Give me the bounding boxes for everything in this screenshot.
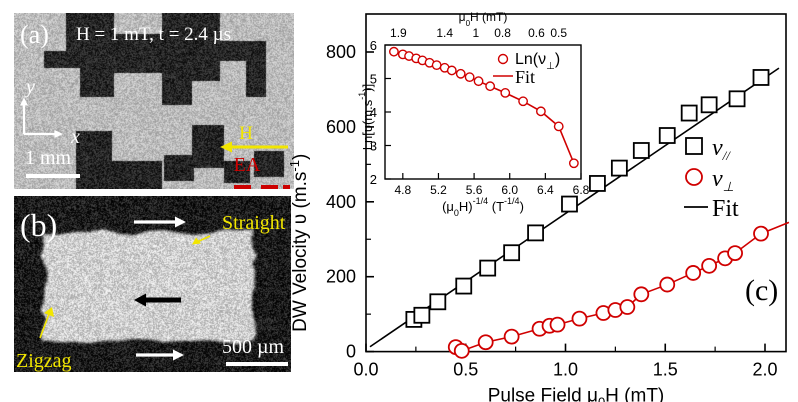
svg-text:6.0: 6.0 xyxy=(501,183,518,197)
svg-text:2.0: 2.0 xyxy=(752,360,777,380)
svg-text:Ln[υ(m.s-1​)]: Ln[υ(m.s-1​)] xyxy=(357,84,375,150)
svg-text:1.9: 1.9 xyxy=(390,26,407,40)
svg-text:1.5: 1.5 xyxy=(653,360,678,380)
svg-text:0.5: 0.5 xyxy=(453,360,478,380)
svg-text:6: 6 xyxy=(370,38,377,53)
svg-text:600: 600 xyxy=(326,117,356,137)
svg-text:ν⊥​: ν⊥​ xyxy=(712,166,734,194)
svg-text:(c): (c) xyxy=(745,274,778,307)
svg-text:0.5: 0.5 xyxy=(550,26,567,40)
svg-text:6.8: 6.8 xyxy=(573,183,590,197)
svg-text:5.6: 5.6 xyxy=(466,183,483,197)
svg-text:5.2: 5.2 xyxy=(430,183,447,197)
svg-text:1.4: 1.4 xyxy=(436,26,453,40)
svg-text:0.8: 0.8 xyxy=(494,26,511,40)
svg-text:DW Velocity υ (m.s-1​): DW Velocity υ (m.s-1​) xyxy=(287,154,311,332)
svg-text:Fit: Fit xyxy=(515,67,535,87)
svg-text:6.4: 6.4 xyxy=(537,183,554,197)
svg-text:Pulse Field μ0​H (mT): Pulse Field μ0​H (mT) xyxy=(488,386,665,402)
svg-text:1: 1 xyxy=(473,26,480,40)
svg-text:0.6: 0.6 xyxy=(528,26,545,40)
svg-text:200: 200 xyxy=(326,267,356,287)
svg-text:400: 400 xyxy=(326,192,356,212)
svg-text:1.0: 1.0 xyxy=(553,360,578,380)
svg-text:800: 800 xyxy=(326,42,356,62)
svg-text:2: 2 xyxy=(370,172,377,187)
svg-text:Fit: Fit xyxy=(712,196,739,222)
svg-text:ν//​: ν//​ xyxy=(712,135,731,163)
svg-text:(μ0​H)-1/4​ (T-1/4​): (μ0​H)-1/4​ (T-1/4​) xyxy=(442,196,524,218)
svg-text:4.8: 4.8 xyxy=(394,183,411,197)
svg-text:0: 0 xyxy=(346,342,356,362)
svg-text:0.0: 0.0 xyxy=(353,360,378,380)
